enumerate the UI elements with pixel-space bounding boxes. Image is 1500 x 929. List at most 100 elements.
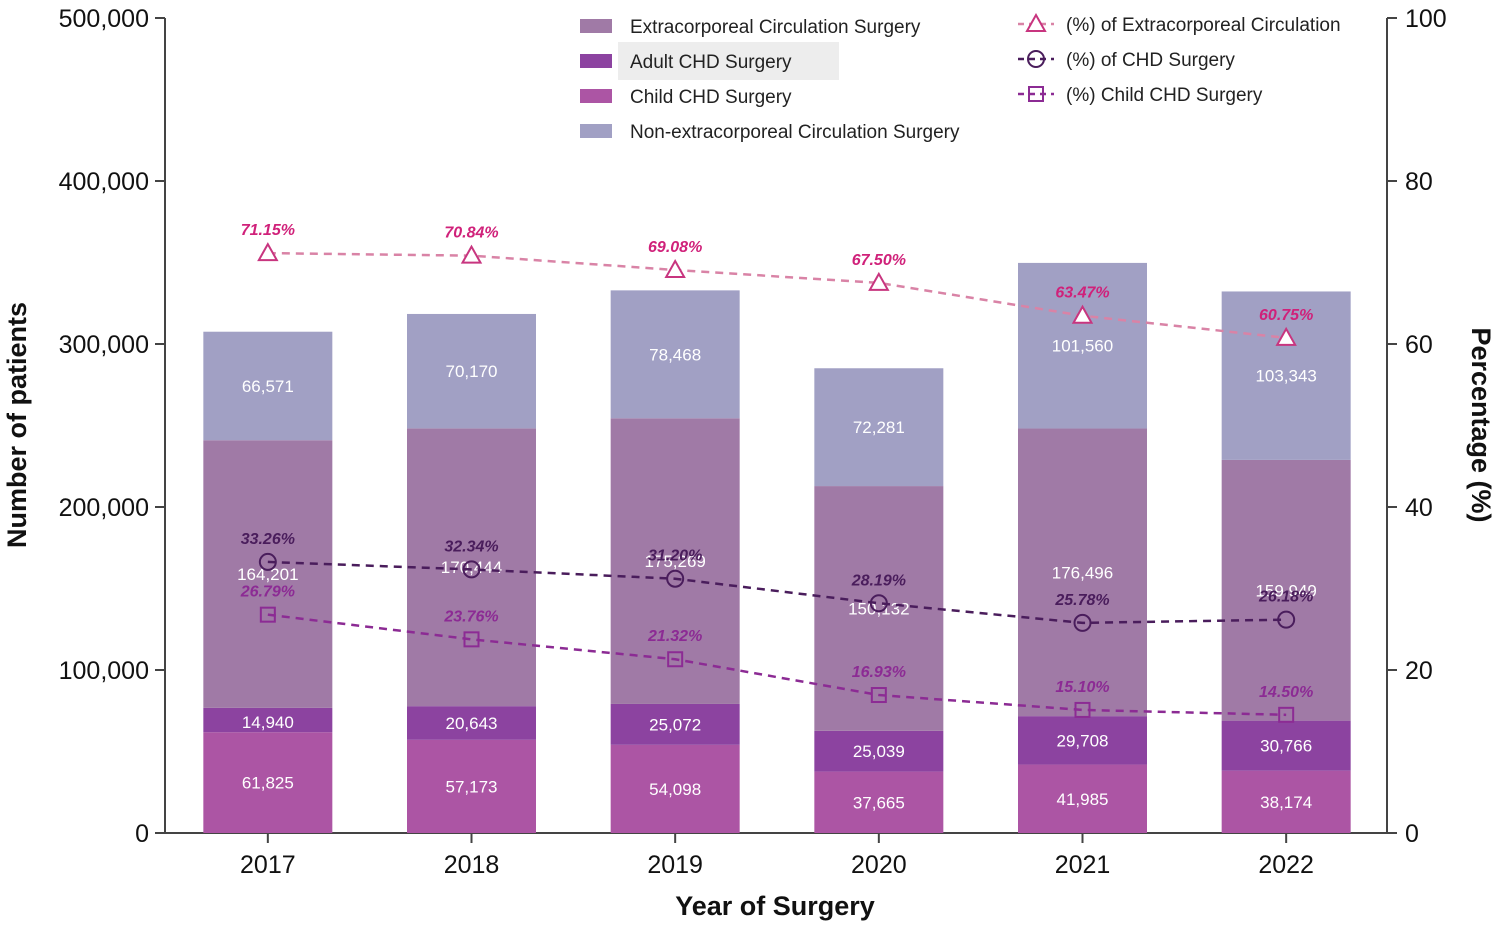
y2-tick-label: 40 bbox=[1405, 494, 1433, 522]
legend-swatch bbox=[580, 54, 612, 68]
y-axis-title: Number of patients bbox=[2, 302, 32, 548]
bar-value-label: 103,343 bbox=[1255, 367, 1316, 386]
legend-swatch bbox=[580, 89, 612, 103]
bar-segment bbox=[1221, 291, 1351, 460]
bar-segment bbox=[1018, 716, 1147, 765]
bar-segment bbox=[814, 368, 944, 487]
bar-value-label: 25,039 bbox=[853, 742, 905, 761]
percentage-label: 31.20% bbox=[648, 548, 702, 565]
square-marker bbox=[259, 606, 276, 623]
legend-label: Adult CHD Surgery bbox=[630, 52, 792, 73]
line-path bbox=[267, 251, 1287, 340]
legend: Extracorporeal Circulation Surgery Adult … bbox=[580, 12, 1341, 143]
bar-segment bbox=[407, 313, 536, 429]
percentage-label: 69.08% bbox=[648, 239, 702, 256]
legend-swatch bbox=[580, 19, 612, 33]
y-tick-label: 300,000 bbox=[59, 331, 149, 359]
y-tick-label: 500,000 bbox=[59, 5, 149, 33]
bar-segment bbox=[1221, 720, 1351, 771]
y-tick-label: 200,000 bbox=[59, 494, 149, 522]
legend-label: (%) Child CHD Surgery bbox=[1066, 85, 1263, 106]
bar-value-label: 54,098 bbox=[649, 780, 701, 799]
bar-value-label: 30,766 bbox=[1260, 737, 1312, 756]
percentage-label: 25.78% bbox=[1054, 592, 1109, 609]
triangle-marker bbox=[257, 242, 279, 262]
percentage-label: 16.93% bbox=[852, 664, 906, 681]
bar-value-label: 70,170 bbox=[446, 362, 498, 381]
bar-segment bbox=[203, 732, 333, 833]
bars: 61,825 14,940 164,201 66,571 57,173 20,643 170… bbox=[203, 262, 1351, 833]
percentage-label: 71.15% bbox=[241, 222, 295, 239]
percentage-label: 28.19% bbox=[851, 572, 906, 589]
bar-segment bbox=[203, 440, 333, 708]
bar-segment bbox=[1018, 262, 1147, 429]
triangle-marker bbox=[1275, 326, 1297, 346]
x-axis-title: Year of Surgery bbox=[675, 891, 875, 921]
percentage-label: 26.79% bbox=[240, 584, 295, 601]
bar-value-label: 72,281 bbox=[853, 418, 905, 437]
square-marker bbox=[1278, 706, 1295, 723]
square-marker bbox=[1074, 701, 1091, 718]
x-tick-label: 2022 bbox=[1258, 851, 1314, 879]
bar-value-label: 78,468 bbox=[649, 345, 701, 364]
bar-segment bbox=[610, 703, 740, 745]
y2-tick-label: 20 bbox=[1405, 657, 1433, 685]
y2-tick-label: 60 bbox=[1405, 331, 1433, 359]
circle-marker bbox=[869, 594, 888, 613]
bar-value-label: 176,496 bbox=[1052, 563, 1113, 582]
percentage-label: 33.26% bbox=[241, 531, 295, 548]
bar-segment bbox=[203, 331, 333, 441]
x-tick-label: 2021 bbox=[1055, 851, 1111, 879]
bar-value-label: 29,708 bbox=[1057, 731, 1109, 750]
legend-label: Extracorporeal Circulation Surgery bbox=[630, 17, 921, 38]
circle-marker bbox=[1277, 610, 1296, 629]
y2-tick-label: 100 bbox=[1405, 5, 1447, 33]
triangle-marker bbox=[1025, 12, 1047, 32]
legend-swatch bbox=[580, 124, 612, 138]
bar-segment bbox=[1221, 459, 1351, 721]
square-marker bbox=[667, 651, 684, 668]
x-tick-label: 2020 bbox=[851, 851, 907, 879]
bar-value-label: 175,269 bbox=[644, 552, 705, 571]
bar-value-label: 57,173 bbox=[446, 777, 498, 796]
percentage-label: 15.10% bbox=[1055, 679, 1109, 696]
bar-value-label: 25,072 bbox=[649, 715, 701, 734]
bar-value-label: 150,132 bbox=[848, 599, 909, 618]
bar-value-label: 14,940 bbox=[242, 713, 294, 732]
legend-label: (%) of Extracorporeal Circulation bbox=[1066, 15, 1341, 36]
percentage-label: 14.50% bbox=[1259, 684, 1313, 701]
x-tick-label: 2018 bbox=[444, 851, 500, 879]
triangle-marker bbox=[460, 244, 483, 264]
axes: 0 100,000 200,000 300,000 400,000 500,000 0 20 4… bbox=[59, 5, 1447, 879]
bar-segment bbox=[610, 290, 740, 419]
bar-value-label: 20,643 bbox=[446, 714, 498, 733]
triangle-marker bbox=[664, 258, 686, 278]
percentage-label: 63.47% bbox=[1055, 285, 1109, 302]
circle-marker bbox=[462, 560, 481, 579]
square-marker bbox=[463, 631, 480, 648]
square-marker bbox=[870, 687, 887, 704]
bar-segment bbox=[407, 706, 536, 740]
legend-label: Non-extracorporeal Circulation Surgery bbox=[630, 122, 960, 143]
bar-segment bbox=[814, 730, 944, 772]
bar-value-label: 38,174 bbox=[1260, 793, 1312, 812]
percentage-label: 60.75% bbox=[1259, 307, 1313, 324]
triangle-marker bbox=[868, 271, 890, 291]
line-path bbox=[267, 560, 1287, 625]
bar-value-label: 164,201 bbox=[237, 565, 298, 584]
line-path bbox=[267, 613, 1287, 717]
circle-marker bbox=[258, 552, 277, 571]
bar-value-label: 41,985 bbox=[1057, 790, 1109, 809]
bar-value-label: 170,444 bbox=[441, 558, 502, 577]
x-tick-label: 2019 bbox=[647, 851, 703, 879]
y-tick-label: 100,000 bbox=[59, 657, 149, 685]
bar-value-label: 101,560 bbox=[1052, 337, 1113, 356]
legend-label: (%) of CHD Surgery bbox=[1066, 50, 1235, 71]
percentage-label: 26.18% bbox=[1258, 589, 1313, 606]
percentage-label: 21.32% bbox=[647, 628, 702, 645]
bar-segment bbox=[407, 739, 536, 833]
bar-value-label: 159,949 bbox=[1255, 581, 1316, 600]
bar-segment bbox=[814, 486, 944, 731]
circle-marker bbox=[1027, 50, 1045, 68]
